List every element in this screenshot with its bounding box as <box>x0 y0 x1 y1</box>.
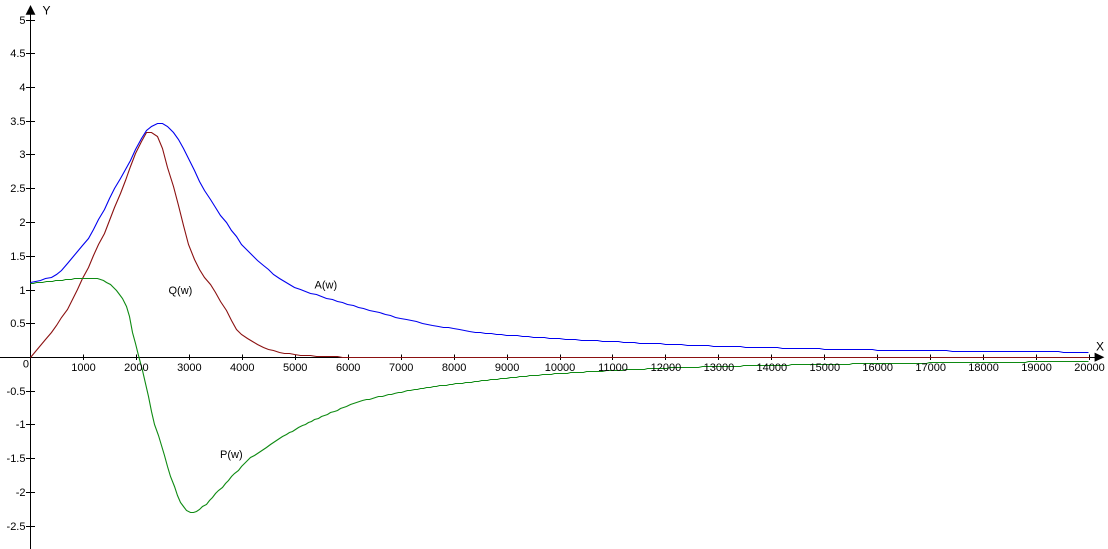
svg-text:2000: 2000 <box>124 362 148 374</box>
svg-text:17000: 17000 <box>915 362 946 374</box>
svg-text:-1.5: -1.5 <box>7 453 26 465</box>
svg-text:0.5: 0.5 <box>10 318 25 330</box>
svg-text:0: 0 <box>23 359 29 371</box>
svg-text:9000: 9000 <box>495 362 519 374</box>
svg-text:A(w): A(w) <box>315 280 338 292</box>
svg-text:2.5: 2.5 <box>10 183 25 195</box>
svg-text:-2: -2 <box>16 487 26 499</box>
svg-text:10000: 10000 <box>545 362 576 374</box>
svg-text:-0.5: -0.5 <box>7 386 26 398</box>
svg-text:7000: 7000 <box>389 362 413 374</box>
svg-text:18000: 18000 <box>968 362 999 374</box>
svg-text:4000: 4000 <box>230 362 254 374</box>
svg-text:3000: 3000 <box>177 362 201 374</box>
svg-text:12000: 12000 <box>651 362 682 374</box>
svg-text:3.5: 3.5 <box>10 116 25 128</box>
svg-text:P(w): P(w) <box>220 449 243 461</box>
svg-text:Y: Y <box>43 4 51 18</box>
svg-text:20000: 20000 <box>1074 362 1105 374</box>
svg-text:1.5: 1.5 <box>10 251 25 263</box>
svg-text:4: 4 <box>19 82 25 94</box>
svg-text:14000: 14000 <box>757 362 788 374</box>
svg-text:6000: 6000 <box>336 362 360 374</box>
svg-text:-2.5: -2.5 <box>7 521 26 533</box>
svg-text:5: 5 <box>19 15 25 27</box>
svg-text:19000: 19000 <box>1021 362 1052 374</box>
svg-text:-1: -1 <box>16 419 26 431</box>
svg-text:15000: 15000 <box>810 362 841 374</box>
svg-text:3: 3 <box>19 149 25 161</box>
svg-text:4.5: 4.5 <box>10 48 25 60</box>
svg-text:2: 2 <box>19 217 25 229</box>
svg-text:5000: 5000 <box>283 362 307 374</box>
svg-text:11000: 11000 <box>598 362 628 374</box>
svg-text:16000: 16000 <box>862 362 893 374</box>
svg-text:Q(w): Q(w) <box>169 285 193 297</box>
svg-text:13000: 13000 <box>704 362 735 374</box>
svg-text:1: 1 <box>19 285 25 297</box>
svg-text:X: X <box>1096 340 1104 354</box>
svg-text:8000: 8000 <box>442 362 466 374</box>
svg-text:1000: 1000 <box>71 362 95 374</box>
